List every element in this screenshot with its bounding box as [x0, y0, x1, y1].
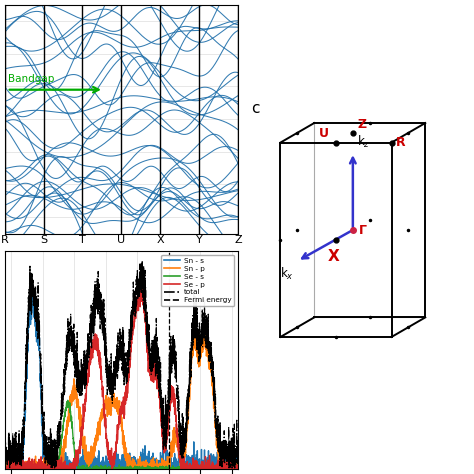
Sn - p	[228, 465, 234, 471]
Sn - p	[235, 464, 241, 469]
Se - s	[235, 466, 241, 472]
Sn - s	[235, 466, 241, 472]
Se - s	[186, 466, 191, 472]
Text: U: U	[319, 128, 329, 140]
Se - p	[2, 466, 8, 472]
Se - s	[116, 466, 121, 472]
Line: Se - p: Se - p	[5, 284, 238, 469]
Se - p	[14, 466, 19, 472]
Legend: Sn - s, Sn - p, Se - s, Se - p, total, Fermi energy: Sn - s, Sn - p, Se - s, Se - p, total, F…	[162, 255, 234, 306]
Sn - s	[14, 466, 19, 472]
Line: total: total	[5, 262, 238, 468]
Se - p	[228, 465, 234, 471]
Se - s	[14, 466, 19, 472]
Sn - p	[201, 325, 207, 330]
Line: Sn - s: Sn - s	[5, 283, 238, 469]
Se - p	[139, 282, 145, 287]
Text: Bandgap: Bandgap	[8, 73, 54, 83]
Sn - s	[2, 466, 8, 472]
Text: R: R	[396, 136, 406, 149]
total	[14, 459, 19, 465]
Se - s	[228, 466, 234, 472]
Sn - p	[2, 466, 8, 472]
Se - s	[228, 464, 234, 469]
Text: k$_x$: k$_x$	[280, 265, 294, 282]
Sn - s	[186, 466, 191, 472]
Text: Z: Z	[357, 118, 366, 131]
Sn - p	[14, 459, 19, 465]
Se - p	[186, 466, 191, 472]
total	[109, 389, 115, 394]
Text: Γ: Γ	[358, 224, 366, 237]
Sn - s	[116, 466, 121, 472]
Sn - s	[228, 459, 234, 465]
Text: c: c	[252, 101, 260, 116]
Se - s	[109, 464, 115, 470]
total	[139, 259, 145, 264]
total	[115, 367, 121, 373]
total	[2, 454, 8, 460]
total	[228, 447, 234, 453]
Sn - p	[116, 408, 121, 413]
Sn - p	[228, 459, 234, 465]
total	[229, 465, 235, 471]
Text: X: X	[328, 249, 340, 264]
Se - p	[116, 422, 121, 428]
Sn - s	[28, 280, 34, 285]
total	[186, 398, 191, 404]
Se - p	[228, 466, 234, 472]
Sn - p	[186, 409, 191, 414]
Se - s	[65, 398, 71, 403]
Se - p	[109, 456, 115, 462]
Se - p	[235, 465, 241, 471]
Sn - p	[2, 466, 8, 472]
Text: k$_z$: k$_z$	[357, 134, 371, 150]
Line: Sn - p: Sn - p	[5, 328, 238, 469]
Sn - s	[228, 465, 234, 471]
total	[235, 455, 241, 461]
Sn - p	[109, 401, 115, 406]
Line: Se - s: Se - s	[5, 401, 238, 469]
Se - s	[2, 466, 8, 472]
Sn - s	[109, 466, 115, 472]
total	[228, 459, 234, 465]
Se - p	[2, 463, 8, 468]
